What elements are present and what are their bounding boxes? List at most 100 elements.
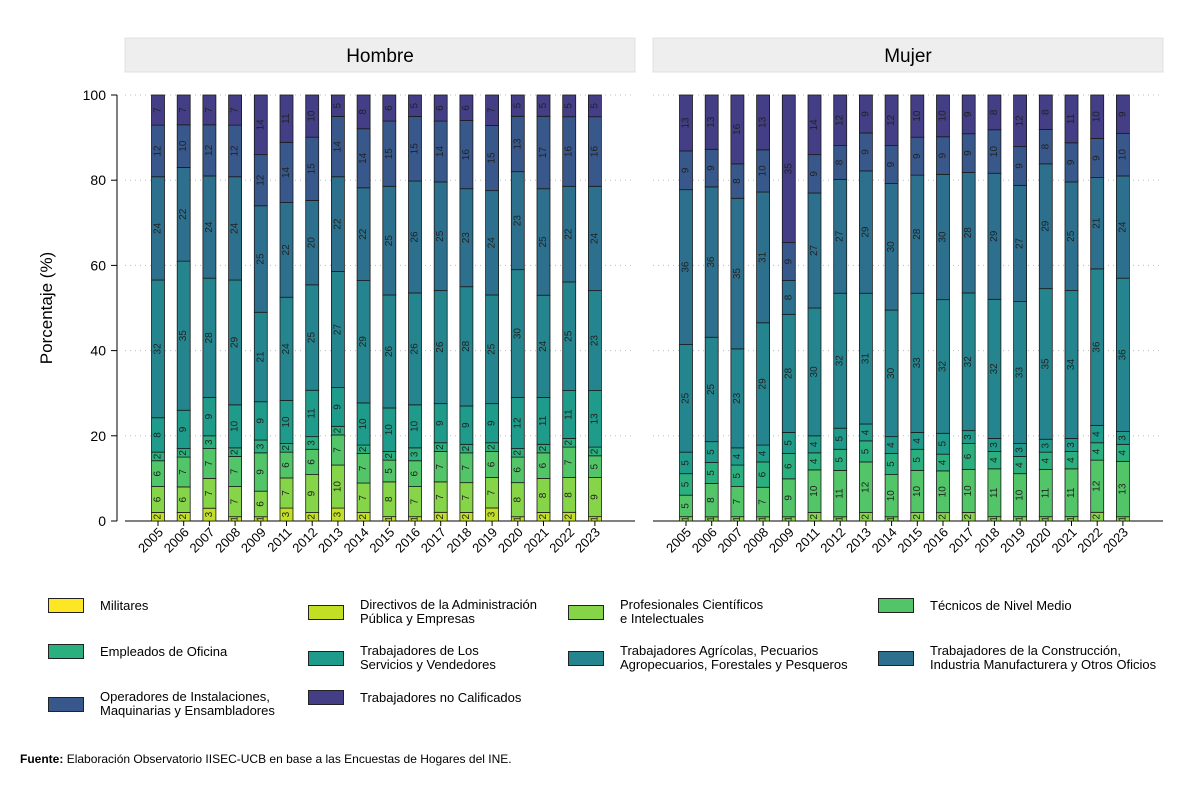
x-tick-label: 2016 — [392, 525, 423, 556]
data-label: 14 — [358, 152, 369, 164]
data-label: 9 — [332, 404, 343, 410]
data-label: 11 — [307, 408, 318, 419]
data-label: 8 — [1040, 143, 1051, 149]
data-label: 11 — [989, 487, 1000, 498]
data-label: 25 — [384, 235, 395, 247]
x-tick-label: 2019 — [469, 525, 500, 556]
legend-item: Trabajadores de Los Servicios y Vendedor… — [308, 644, 496, 672]
legend-label: Trabajadores Agrícolas, Pecuarios Agrope… — [620, 643, 848, 672]
data-label: 6 — [153, 470, 164, 476]
data-label: 16 — [461, 149, 472, 161]
data-label: 14 — [281, 166, 292, 178]
legend-label: Directivos de la Administración Pública … — [360, 597, 538, 626]
data-label: 6 — [963, 453, 974, 459]
data-label: 8 — [153, 432, 164, 438]
data-label: 25 — [564, 330, 575, 342]
data-label: 2 — [307, 514, 318, 520]
data-label: 33 — [1015, 367, 1026, 379]
source-note: Fuente: Elaboración Observatorio IISEC-U… — [20, 752, 512, 766]
data-label: 12 — [153, 145, 164, 157]
data-label: 3 — [281, 511, 292, 517]
legend-swatch — [568, 650, 604, 666]
data-label: 12 — [512, 417, 523, 429]
data-label: 6 — [410, 470, 421, 476]
data-label: 5 — [912, 457, 923, 463]
data-label: 16 — [732, 123, 743, 135]
data-label: 21 — [1092, 217, 1103, 229]
data-label: 5 — [860, 448, 871, 454]
data-label: 30 — [809, 366, 820, 378]
data-label: 36 — [681, 261, 692, 273]
data-label: 1 — [835, 516, 846, 522]
data-label: 10 — [358, 418, 369, 430]
data-label: 2 — [512, 450, 523, 456]
data-label: 2 — [963, 513, 974, 519]
data-label: 2 — [860, 514, 871, 520]
data-label: 7 — [230, 107, 241, 113]
data-label: 3 — [204, 439, 215, 445]
data-label: 24 — [487, 237, 498, 249]
data-label: 14 — [809, 119, 820, 131]
y-tick-label: 80 — [90, 172, 106, 188]
data-label: 9 — [1066, 159, 1077, 165]
x-tick-label: 2007 — [714, 525, 745, 556]
x-tick-label: 2011 — [792, 525, 822, 555]
legend-label: Profesionales Científicos e Intelectuale… — [620, 597, 764, 626]
bar-segment — [408, 94, 422, 117]
legend-item: Operadores de Instalaciones, Maquinarias… — [48, 690, 275, 718]
data-label: 5 — [681, 460, 692, 466]
data-label: 28 — [963, 227, 974, 239]
data-label: 9 — [783, 495, 794, 501]
data-label: 7 — [153, 107, 164, 113]
data-label: 10 — [410, 420, 421, 432]
data-label: 11 — [1040, 487, 1051, 498]
data-label: 32 — [153, 343, 164, 355]
data-label: 7 — [178, 469, 189, 475]
data-label: 11 — [1066, 487, 1077, 498]
data-label: 2 — [564, 513, 575, 519]
legend: Militares Directivos de la Administración… — [48, 598, 1188, 728]
bar-segment — [781, 94, 796, 244]
data-label: 2 — [153, 513, 164, 519]
data-label: 5 — [512, 102, 523, 108]
x-tick-label: 2022 — [1074, 525, 1105, 556]
data-label: 15 — [384, 148, 395, 160]
y-tick-label: 20 — [90, 428, 106, 444]
data-label: 34 — [1066, 359, 1077, 371]
data-label: 3 — [1015, 447, 1026, 453]
data-label: 30 — [886, 367, 897, 379]
data-label: 3 — [1066, 442, 1077, 448]
data-label: 4 — [1092, 431, 1103, 437]
data-label: 12 — [230, 145, 241, 157]
legend-label: Trabajadores de la Construcción, Industr… — [930, 643, 1157, 672]
legend-swatch — [878, 650, 914, 666]
data-label: 35 — [178, 330, 189, 342]
legend-item: Trabajadores Agrícolas, Pecuarios Agrope… — [568, 644, 848, 672]
data-label: 13 — [589, 413, 600, 425]
data-label: 5 — [564, 103, 575, 109]
data-label: 26 — [410, 343, 421, 355]
data-label: 15 — [487, 152, 498, 164]
data-label: 3 — [307, 440, 318, 446]
bar-segment — [459, 94, 474, 121]
data-label: 7 — [230, 468, 241, 474]
x-tick-label: 2008 — [740, 525, 771, 556]
data-label: 4 — [912, 438, 923, 444]
data-label: 32 — [963, 356, 974, 368]
bar-segment — [536, 94, 551, 117]
data-label: 9 — [255, 469, 266, 475]
data-label: 8 — [783, 294, 794, 300]
data-label: 1 — [783, 516, 794, 522]
data-label: 9 — [912, 153, 923, 159]
legend-swatch — [308, 650, 344, 666]
data-label: 5 — [332, 103, 343, 109]
data-label: 10 — [989, 146, 1000, 158]
data-label: 8 — [512, 496, 523, 502]
data-label: 10 — [178, 140, 189, 152]
bar-segment — [433, 94, 448, 122]
data-label: 6 — [281, 462, 292, 468]
data-label: 2 — [281, 445, 292, 451]
data-label: 1 — [989, 516, 1000, 522]
bar-segment — [807, 94, 822, 156]
data-label: 9 — [938, 152, 949, 158]
